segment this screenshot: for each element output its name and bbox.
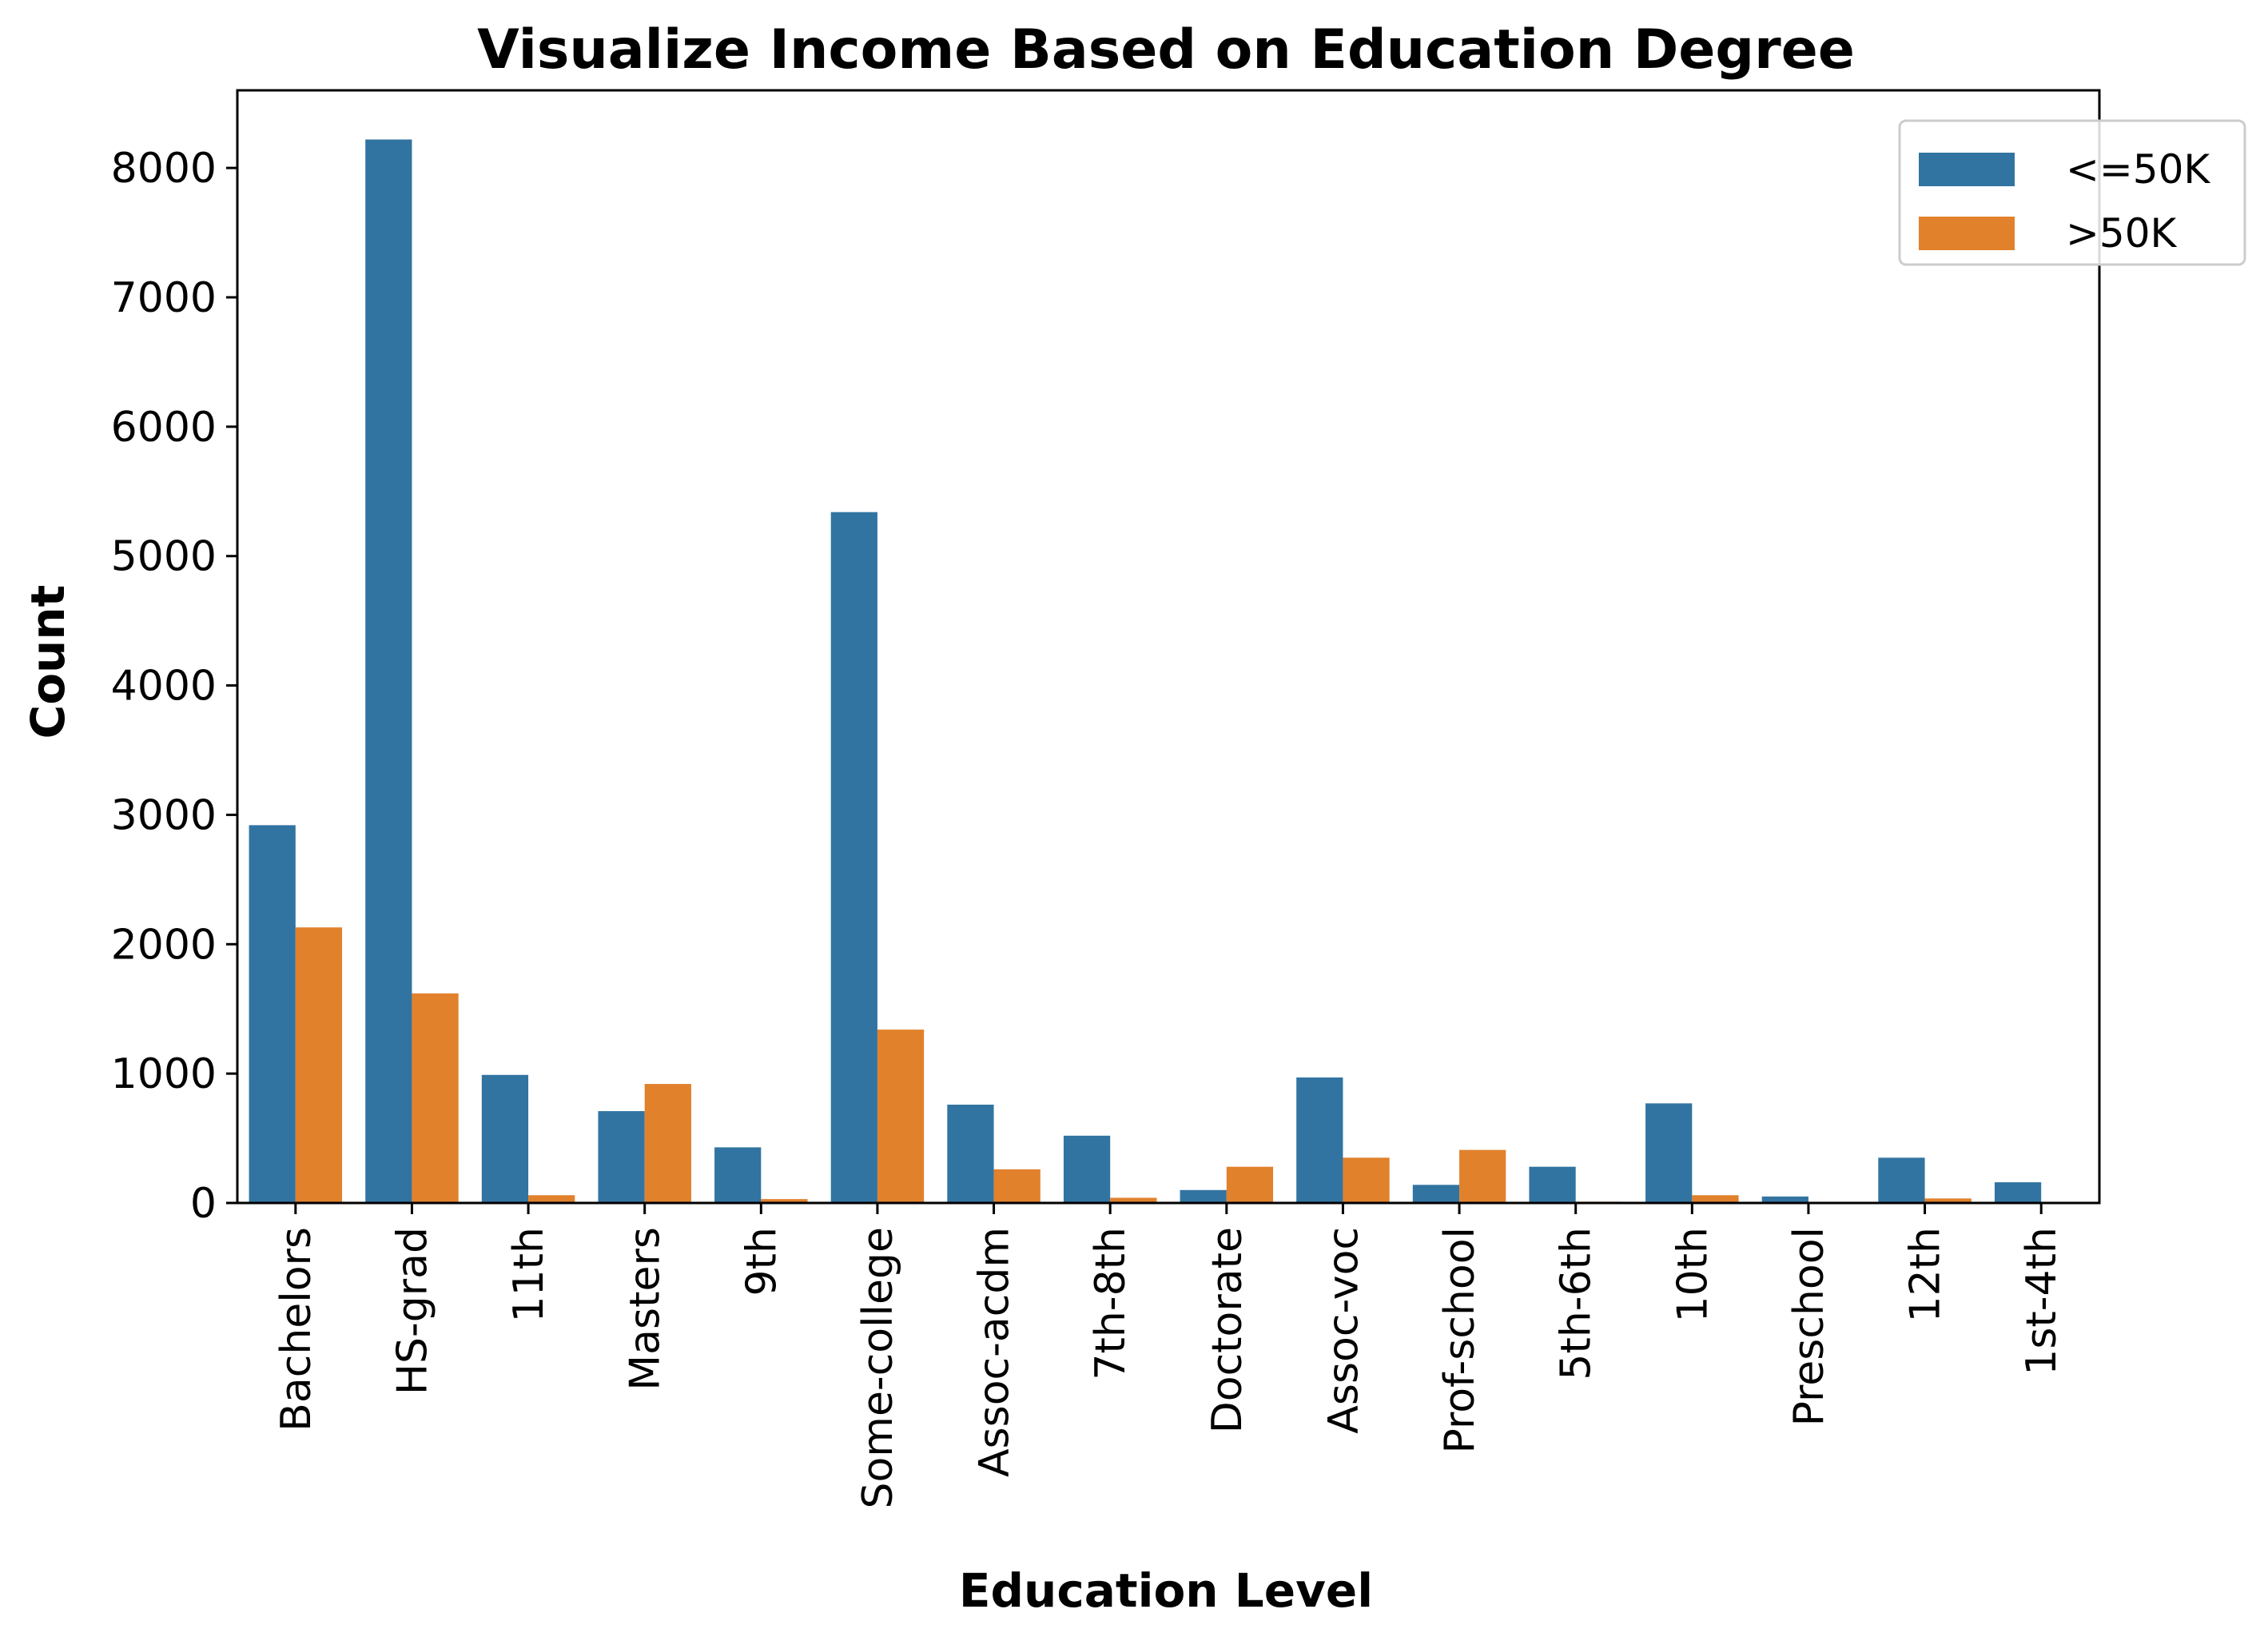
ticks-layer: 0 1000 2000 3000 4000 5000 6000 7000 8000 Bachelo…	[111, 145, 2067, 1508]
x-tick-label-13: Preschool	[1785, 1227, 1833, 1426]
bar-gt50k-6	[993, 1169, 1040, 1203]
y-tick-label-2: 2000	[111, 921, 217, 969]
x-tick-label-1: HS-grad	[388, 1227, 436, 1395]
x-tick-label-9: Assoc-voc	[1319, 1227, 1367, 1434]
y-axis-label: Count	[21, 585, 75, 739]
legend-swatch-1	[1919, 217, 2015, 250]
x-tick-label-4: 9th	[738, 1227, 786, 1296]
bar-le50k-6	[947, 1104, 994, 1203]
chart-title: Visualize Income Based on Education Degr…	[477, 18, 1855, 82]
bar-le50k-8	[1180, 1189, 1227, 1203]
x-tick-label-7: 7th-8th	[1087, 1227, 1135, 1380]
bar-gt50k-14	[1924, 1198, 1972, 1203]
x-tick-label-0: Bachelors	[273, 1227, 320, 1432]
axes-layer	[236, 89, 2101, 1205]
bar-gt50k-8	[1226, 1166, 1274, 1203]
bar-gt50k-7	[1110, 1197, 1157, 1203]
legend-swatch-0	[1919, 153, 2015, 186]
bar-gt50k-4	[761, 1199, 808, 1203]
bar-gt50k-10	[1459, 1149, 1506, 1203]
bar-gt50k-0	[295, 927, 343, 1203]
legend-label-1: >50K	[2066, 210, 2178, 257]
bar-le50k-13	[1761, 1196, 1808, 1203]
x-tick-label-11: 5th-6th	[1553, 1227, 1601, 1380]
x-tick-label-5: Some-college	[854, 1227, 902, 1509]
bars-layer	[249, 139, 2088, 1203]
bar-le50k-15	[1994, 1182, 2042, 1203]
bar-le50k-12	[1645, 1103, 1693, 1203]
x-tick-label-14: 12th	[1902, 1227, 1950, 1323]
legend-label-0: <=50K	[2066, 146, 2210, 193]
x-tick-label-2: 11th	[505, 1227, 553, 1323]
y-tick-label-3: 3000	[111, 791, 217, 839]
y-tick-label-8: 8000	[111, 145, 217, 193]
bar-gt50k-12	[1692, 1195, 1739, 1203]
bar-gt50k-3	[644, 1084, 691, 1203]
bar-le50k-14	[1878, 1157, 1925, 1203]
bar-gt50k-5	[877, 1030, 925, 1203]
bar-le50k-0	[249, 825, 296, 1203]
bar-le50k-5	[830, 512, 877, 1203]
y-tick-label-4: 4000	[111, 663, 217, 711]
bar-le50k-2	[481, 1074, 529, 1203]
legend: <=50K >50K	[1898, 119, 2246, 266]
bar-le50k-10	[1412, 1185, 1460, 1203]
bar-le50k-7	[1063, 1135, 1111, 1203]
y-tick-label-1: 1000	[111, 1050, 217, 1098]
bar-gt50k-9	[1343, 1157, 1390, 1203]
bar-le50k-9	[1296, 1077, 1343, 1203]
x-tick-label-12: 10th	[1669, 1227, 1717, 1323]
x-tick-label-8: Doctorate	[1204, 1227, 1251, 1433]
x-tick-label-6: Assoc-acdm	[971, 1227, 1019, 1477]
bar-gt50k-2	[528, 1195, 575, 1203]
y-tick-label-7: 7000	[111, 274, 217, 322]
bar-gt50k-1	[412, 993, 459, 1203]
bar-le50k-3	[598, 1111, 645, 1203]
y-tick-label-6: 6000	[111, 404, 217, 452]
x-tick-label-3: Masters	[622, 1227, 670, 1391]
x-tick-label-15: 1st-4th	[2018, 1227, 2066, 1376]
x-axis-label: Education Level	[959, 1563, 1373, 1618]
y-tick-label-5: 5000	[111, 533, 217, 581]
bar-le50k-11	[1529, 1166, 1576, 1203]
bar-le50k-4	[714, 1147, 762, 1203]
bar-le50k-1	[365, 139, 412, 1203]
plot-frame	[236, 89, 2101, 1205]
x-tick-label-10: Prof-school	[1436, 1227, 1484, 1453]
y-tick-label-0: 0	[190, 1180, 217, 1228]
